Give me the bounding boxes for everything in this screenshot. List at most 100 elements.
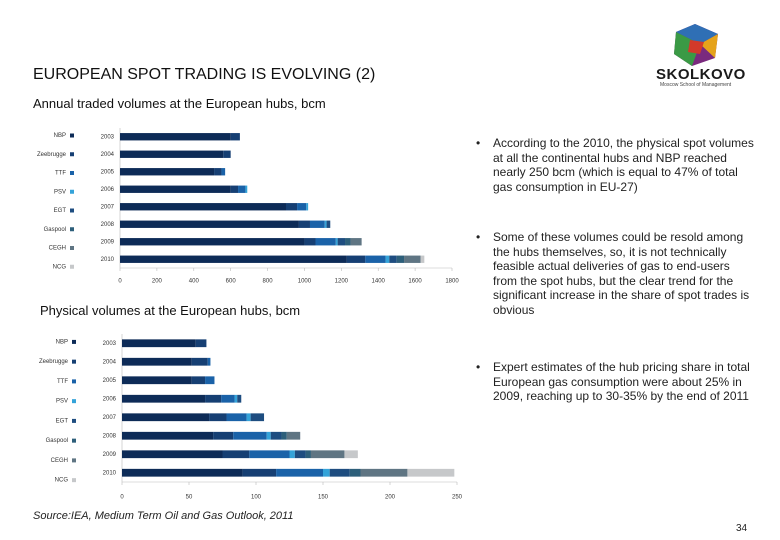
bar-segment [345, 238, 351, 246]
legend-swatch [72, 379, 76, 384]
x-tick-label: 250 [452, 495, 463, 501]
logo-tagline: Moscow School of Management [660, 82, 732, 88]
bar-segment [304, 238, 316, 246]
y-tick-label: 2006 [101, 187, 115, 193]
legend-label: EGT [54, 208, 67, 214]
x-tick-label: 1600 [408, 279, 422, 285]
bar-segment [297, 203, 307, 211]
legend-swatch [72, 359, 76, 364]
bullet: • Expert estimates of the hub pricing sha… [476, 360, 756, 404]
bar-segment [242, 468, 277, 477]
legend-label: NCG [55, 478, 69, 484]
bar-segment [122, 413, 210, 422]
bar-segment [120, 185, 231, 193]
bar-segment [230, 133, 240, 141]
bar-segment [249, 450, 290, 459]
bar-segment [214, 168, 222, 176]
x-tick-label: 200 [152, 279, 163, 285]
y-tick-label: 2007 [103, 415, 117, 421]
bullet: • According to the 2010, the physical spo… [476, 136, 756, 194]
bar-segment [335, 238, 338, 246]
bar-segment [120, 133, 231, 141]
bar-segment [226, 413, 247, 422]
bar-segment [289, 450, 295, 459]
bar-segment [344, 450, 358, 459]
legend-swatch [72, 438, 76, 443]
bar-segment [365, 255, 386, 263]
bar-segment [250, 413, 265, 422]
bar-segment [266, 431, 271, 440]
bar-segment [404, 255, 421, 263]
x-tick-label: 600 [226, 279, 237, 285]
legend-swatch [70, 152, 74, 157]
bar-segment [122, 394, 206, 403]
logo-text: SKOLKOVO [656, 66, 746, 83]
bar-segment [326, 220, 331, 228]
x-tick-label: 0 [118, 279, 122, 285]
x-tick-label: 200 [385, 495, 396, 501]
legend-swatch [72, 478, 76, 483]
bar-segment [286, 431, 301, 440]
bar-segment [222, 450, 250, 459]
source: Source:IEA, Medium Term Oil and Gas Outl… [33, 510, 294, 522]
y-tick-label: 2004 [101, 152, 115, 158]
bar-segment [346, 255, 366, 263]
legend-label: NBP [56, 339, 68, 345]
bar-segment [385, 255, 390, 263]
y-tick-label: 2006 [103, 396, 117, 402]
bar-segment [237, 394, 242, 403]
bar-segment [122, 450, 223, 459]
bar-segment [120, 168, 215, 176]
bar-segment [195, 339, 207, 348]
legend-label: Gaspool [46, 438, 68, 444]
x-tick-label: 1200 [335, 279, 349, 285]
bar-segment [122, 339, 196, 348]
bar-segment [246, 413, 251, 422]
legend-label: Gaspool [44, 227, 66, 233]
bar-segment [407, 468, 455, 477]
legend-swatch [70, 227, 74, 232]
bar-segment [205, 394, 222, 403]
legend-swatch [72, 418, 76, 423]
bar-segment [286, 203, 298, 211]
bullet-text: Expert estimates of the hub pricing shar… [493, 360, 750, 403]
x-tick-label: 50 [186, 495, 193, 501]
y-tick-label: 2005 [101, 169, 115, 175]
bar-segment [233, 431, 267, 440]
bar-segment [209, 413, 227, 422]
legend-label: CEGH [49, 246, 66, 252]
bar-segment [245, 185, 248, 193]
bar-segment [305, 450, 311, 459]
y-tick-label: 2009 [103, 452, 117, 458]
chart-title: Annual traded volumes at the European hu… [33, 96, 326, 111]
legend-swatch [72, 458, 76, 463]
legend-swatch [70, 189, 74, 194]
bar-segment [337, 238, 346, 246]
logo-icon [674, 24, 718, 66]
bar-segment [349, 468, 361, 477]
x-tick-label: 1800 [445, 279, 459, 285]
charts: 0 200 400 600 800 1000 1200 1400 1600 18002003200… [37, 128, 463, 501]
legend-swatch [70, 208, 74, 213]
slide-title: EUROPEAN SPOT TRADING IS EVOLVING (2) [33, 66, 376, 83]
y-tick-label: 2003 [101, 134, 115, 140]
bar-segment [120, 220, 299, 228]
legend-label: EGT [56, 418, 69, 424]
legend-label: TTF [55, 171, 66, 177]
legend-label: PSV [56, 399, 68, 405]
legend-label: CEGH [51, 458, 68, 464]
bar-segment [234, 394, 238, 403]
bar-segment [360, 468, 408, 477]
bar-segment [309, 220, 325, 228]
legend-label: Zeebrugge [39, 359, 69, 365]
bar-segment [122, 431, 214, 440]
bar-segment [120, 203, 286, 211]
bar-segment [276, 468, 323, 477]
bar-segment [329, 468, 350, 477]
bullet: • Some of these volumes could be resold a… [476, 230, 756, 317]
bar-segment [120, 150, 224, 158]
y-tick-label: 2010 [103, 470, 117, 476]
bar-segment [213, 431, 234, 440]
bar-segment [323, 468, 330, 477]
